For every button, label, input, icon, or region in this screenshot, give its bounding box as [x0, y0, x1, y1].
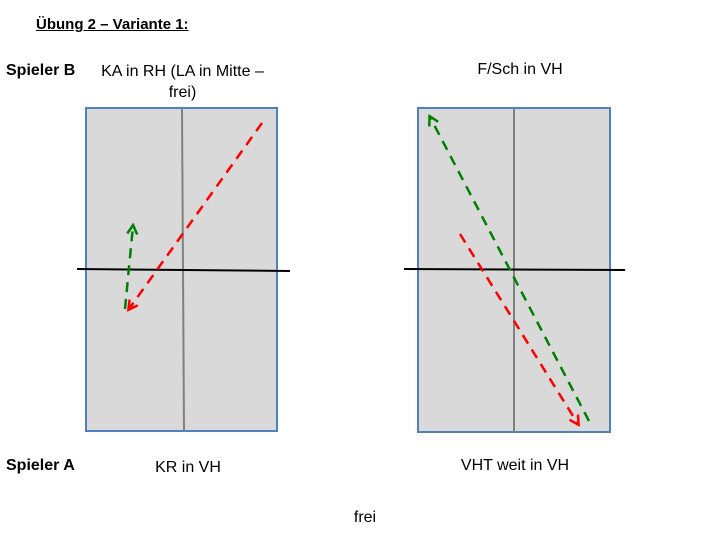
- left-bottom-label: KR in VH: [155, 459, 221, 476]
- left-green-arrow: [123, 226, 133, 310]
- player-b-label: Spieler B: [6, 62, 76, 79]
- left-table: [76, 107, 291, 432]
- footer-label: frei: [353, 509, 377, 526]
- left-net: [76, 268, 291, 272]
- right-table: [403, 107, 626, 433]
- left-red-arrow: [129, 122, 264, 309]
- left-top-label-line2: frei): [168, 84, 197, 101]
- left-top-label: KA in RH (LA in Mitte – frei): [80, 61, 285, 103]
- right-red-arrow: [458, 233, 578, 424]
- right-top-label: F/Sch in VH: [477, 61, 563, 78]
- right-green-arrow: [430, 117, 591, 422]
- left-top-label-line1: KA in RH (LA in Mitte –: [101, 63, 264, 80]
- exercise-title: Übung 2 – Variante 1:: [36, 16, 189, 33]
- player-a-label: Spieler A: [6, 457, 75, 474]
- right-bottom-label: VHT weit in VH: [460, 457, 570, 474]
- right-net: [403, 268, 626, 271]
